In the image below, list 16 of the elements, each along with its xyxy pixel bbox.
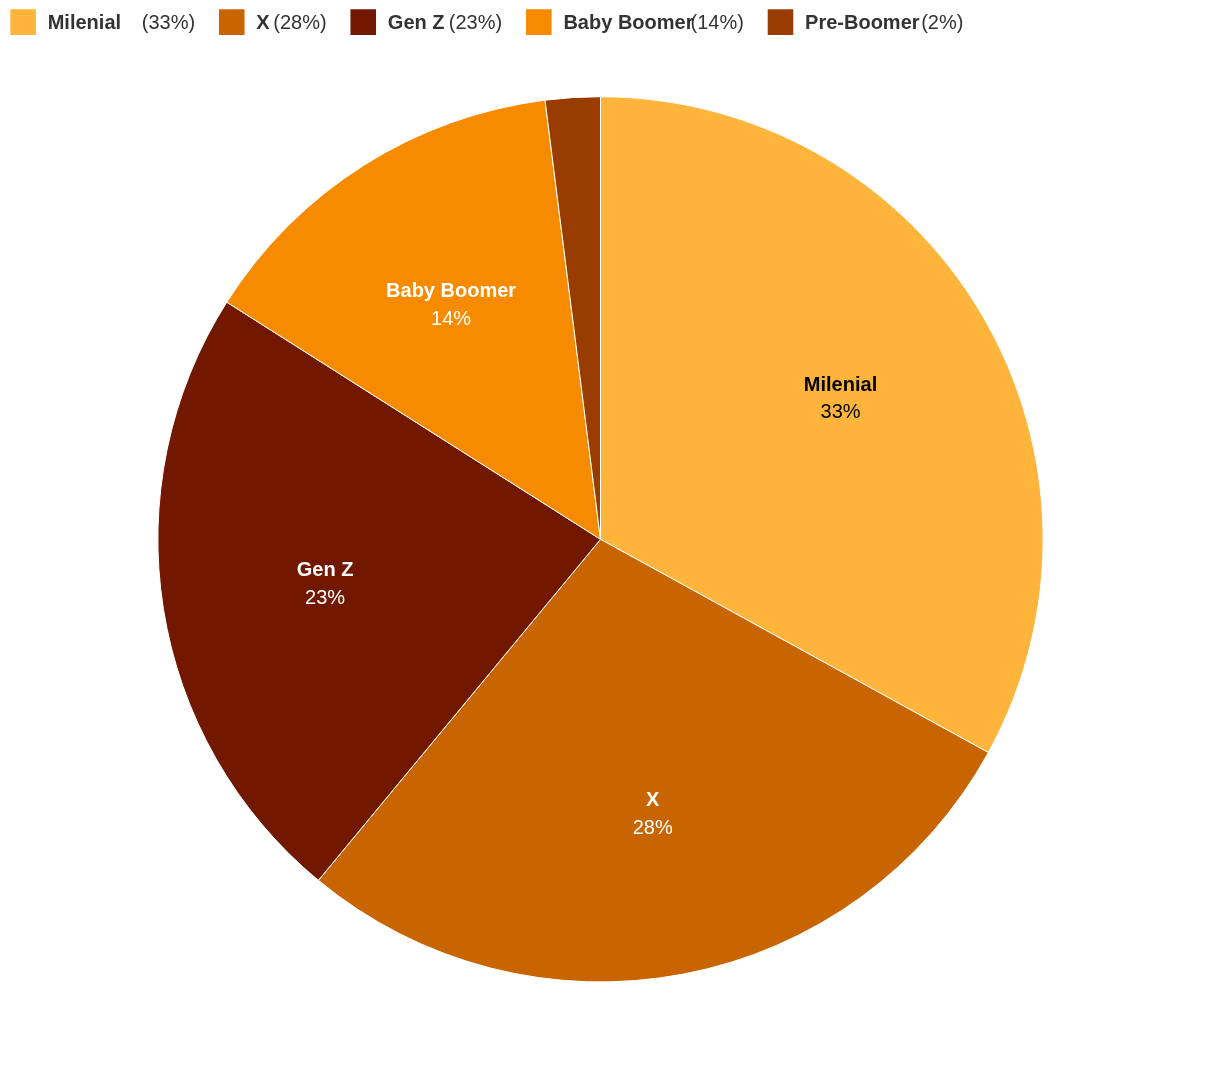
data-label: 14% [431,306,472,329]
slice-label: Gen Z [296,558,354,581]
legend-label: Gen Z [387,11,445,34]
text: (23%) [448,11,503,34]
legend-label: Milenial [47,11,122,34]
text: (28%) [273,11,327,34]
text: (2%) [921,11,964,34]
legend-label: Pre-Boomer [805,11,920,34]
legend-label: X [256,11,271,34]
data-label: 33% [820,400,861,423]
slice-label: X [646,788,661,811]
slice-label: Milenial [803,372,878,395]
data-label: 28% [632,815,673,838]
slice-label: Baby Boomer [386,279,517,302]
data-label: 23% [305,585,346,608]
text: (33%) [141,11,196,34]
